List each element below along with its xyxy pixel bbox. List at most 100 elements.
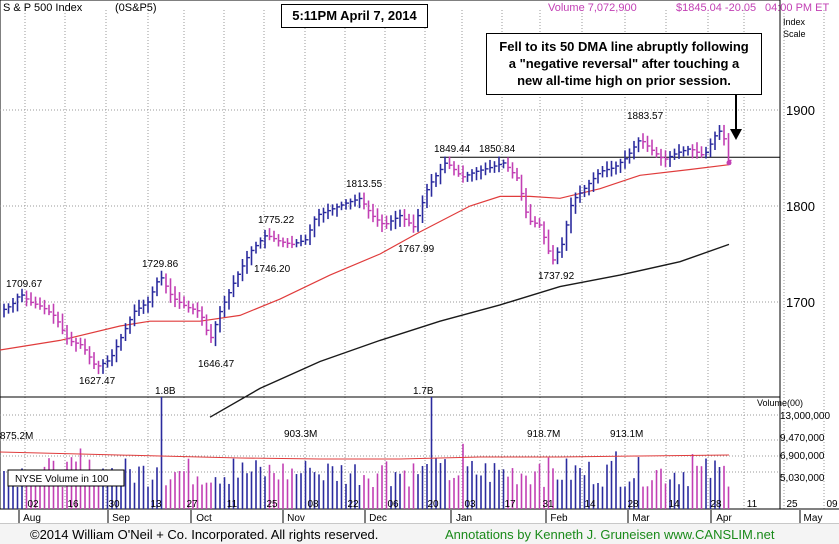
price-bar (223, 295, 228, 318)
price-bar (691, 144, 696, 159)
index-scale-label-2: Scale (783, 29, 806, 39)
annotation-box: Fell to its 50 DMA line abruptly followi… (486, 33, 762, 95)
price-bar (57, 311, 61, 328)
price-bar (471, 169, 475, 182)
price-bar (75, 337, 79, 352)
price-callout: 1883.57 (627, 111, 664, 122)
price-bar (444, 156, 448, 174)
price-bar (534, 216, 538, 228)
x-day-label: 28 (710, 499, 722, 510)
price-bar (394, 210, 399, 230)
price-bar (237, 271, 241, 288)
price-bar (660, 148, 664, 166)
price-bar (232, 275, 237, 298)
price-bar (633, 140, 637, 160)
volume-average-line (0, 451, 730, 460)
price-bar (529, 204, 534, 225)
x-day-label: 25 (786, 499, 798, 510)
price-bar (70, 331, 75, 347)
axes: 1700 1800 1900 13,000,000 9,470,000 6,900,000… (18, 103, 838, 524)
grid-lines (0, 10, 825, 509)
price-bar (358, 192, 363, 209)
price-bar (178, 292, 183, 309)
price-bar (142, 299, 147, 314)
price-bar (354, 194, 358, 207)
price-bar (340, 201, 345, 211)
x-day-label: 17 (504, 499, 516, 510)
price-bar (156, 277, 160, 297)
timestamp-box: 5:11PM April 7, 2014 (281, 4, 428, 28)
x-month-label: Nov (287, 513, 305, 523)
price-bar (556, 247, 561, 265)
price-bar (120, 333, 124, 351)
price-bar (331, 204, 336, 216)
time-readout: 04:00 PM ET (765, 2, 829, 14)
price-bar (520, 174, 525, 201)
x-day-label: 16 (67, 499, 79, 510)
price-bar (511, 162, 516, 179)
price-bar (664, 150, 669, 168)
price-bar (16, 293, 21, 312)
x-month-label: Feb (550, 513, 568, 523)
price-bar (286, 238, 291, 248)
y-tick-label: 1800 (786, 199, 815, 214)
price-bar (561, 237, 565, 258)
x-day-label: 09 (826, 499, 838, 510)
price-bar (606, 161, 610, 178)
price-bar (268, 228, 273, 241)
price-bar (574, 192, 579, 214)
price-bar (277, 234, 282, 247)
symbol-code: (0S&P5) (115, 2, 157, 14)
price-bar (489, 159, 493, 173)
price-bar (30, 292, 34, 306)
price-bars (3, 124, 732, 375)
ma200-line (209, 243, 730, 418)
price-callout: 1813.55 (346, 179, 383, 190)
price-bar (502, 159, 507, 169)
x-month-label: Apr (716, 513, 732, 523)
volume-callout: 903.3M (284, 429, 317, 440)
price-bar (480, 165, 484, 180)
price-bar (322, 207, 327, 223)
price-readout: $1845.04 -20.05 (676, 2, 756, 14)
price-bar (601, 166, 606, 178)
price-bar (174, 286, 178, 308)
price-bar (525, 188, 529, 219)
price-bar (417, 208, 421, 232)
price-bar (678, 144, 682, 159)
price-bar (597, 169, 601, 184)
price-bar (570, 197, 574, 234)
price-bar (282, 237, 286, 248)
price-bar (205, 314, 210, 336)
price-bar (304, 234, 309, 245)
price-bar (21, 288, 25, 303)
price-bar (507, 157, 511, 172)
price-bar (628, 148, 633, 164)
price-bar (124, 323, 129, 341)
x-day-label: 08 (307, 499, 319, 510)
price-bar (25, 290, 30, 307)
x-day-label: 25 (266, 499, 278, 510)
price-bar (336, 203, 340, 217)
copyright-text: ©2014 William O'Neil + Co. Incorporated.… (30, 527, 379, 542)
price-bar (309, 224, 313, 246)
price-bar (273, 230, 277, 242)
annotation-line-1: Fell to its 50 DMA line abruptly followi… (499, 39, 749, 54)
price-bar (48, 304, 52, 316)
price-bar (543, 221, 547, 245)
price-bar (187, 300, 192, 313)
price-bar (516, 167, 520, 181)
price-bar (169, 278, 174, 303)
price-bar (133, 304, 138, 327)
x-day-label: 20 (427, 499, 439, 510)
price-bar (718, 125, 723, 140)
price-bar (381, 214, 385, 233)
price-bar (106, 355, 111, 368)
price-callout: 1627.47 (79, 376, 116, 387)
price-bar (52, 303, 57, 324)
price-bar (327, 203, 331, 220)
x-day-label: 27 (186, 499, 198, 510)
price-bar (700, 146, 705, 158)
price-bar (138, 299, 142, 317)
price-labels: 875.2M 1.8B 903.3M 1.7B 918.7M 913.1M 1709.67 1… (0, 111, 664, 442)
